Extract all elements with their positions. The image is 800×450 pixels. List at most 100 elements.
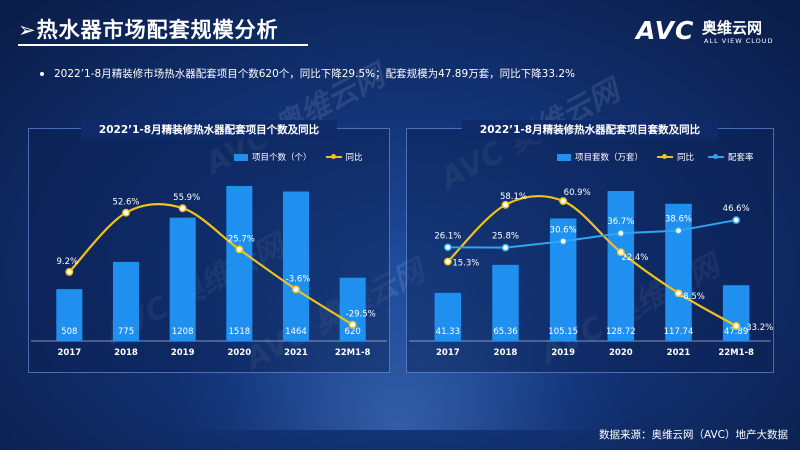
line-point (732, 322, 741, 330)
x-tick-label: 2018 (494, 348, 518, 358)
title-arrow-icon: ➢ (18, 18, 37, 42)
line-data-label: 36.7% (607, 217, 634, 227)
bar-value-label: 105.15 (548, 327, 578, 337)
bar-value-label: 508 (61, 327, 77, 337)
line-point (122, 208, 130, 217)
legend-bar-swatch (557, 153, 571, 161)
legend-line-swatch (708, 154, 725, 159)
bar-value-label: 1464 (285, 327, 307, 337)
bar-value-label: 117.74 (664, 327, 694, 337)
x-tick-label: 2020 (609, 348, 633, 358)
x-tick-label: 2017 (436, 348, 460, 358)
line-data-label: -33.2% (743, 323, 773, 333)
legend-item-rate: 配套率 (708, 151, 754, 163)
bar (722, 285, 750, 341)
legend-label: 同比 (677, 153, 695, 163)
series-line (68, 203, 354, 326)
x-tick-label: 2018 (114, 348, 138, 358)
line-data-label: 26.1% (434, 231, 461, 241)
line-data-label: 52.6% (112, 198, 139, 208)
legend-item-bar: 项目个数（个） (234, 151, 312, 163)
bar-value-label: 41.33 (436, 327, 460, 337)
bar (549, 218, 577, 341)
chart-panel-project-count: 2022’1-8月精装修热水器配套项目个数及同比 项目个数（个） 同比 508 2… (28, 120, 390, 373)
line-point (443, 257, 452, 266)
page-title-text: 热水器市场配套规模分析 (36, 18, 279, 42)
line-data-label: -3.6% (286, 274, 311, 284)
city-skyline-background (180, 230, 620, 430)
logo-english-name: ALL VIEW CLOUD (704, 37, 774, 45)
line-data-label: 25.7% (228, 234, 255, 244)
line-point (674, 226, 683, 235)
line-data-label: 46.6% (723, 204, 750, 214)
line-data-label: 58.1% (500, 192, 527, 202)
line-data-label: 25.8% (492, 232, 519, 242)
bar (665, 203, 692, 341)
line-point (732, 216, 741, 225)
line-point (443, 243, 452, 252)
line-data-label: 55.9% (173, 193, 200, 203)
series-line (447, 219, 737, 249)
legend-label: 配套率 (728, 153, 754, 163)
line-point (501, 243, 510, 252)
x-tick-label: 2020 (227, 348, 251, 358)
line-data-label: 30.6% (550, 225, 577, 235)
chart-title: 2022’1-8月精装修热水器配套项目套数及同比 (461, 120, 719, 139)
line-point (178, 204, 187, 213)
chart-legend: 项目套数（万套） 同比 配套率 (557, 151, 754, 163)
line-data-label: 15.3% (452, 259, 479, 269)
summary-text: 2022’1-8月精装修市场热水器配套项目个数620个，同比下降29.5%；配套… (40, 66, 575, 81)
line-point (559, 197, 568, 206)
bar (282, 191, 310, 341)
line-point (674, 289, 683, 298)
line-point (65, 267, 74, 276)
x-tick-label: 2017 (57, 348, 81, 358)
logo-chinese-name: 奥维云网 (702, 19, 763, 37)
line-point (235, 245, 244, 254)
series-line (447, 195, 737, 327)
bar-value-label: 1208 (172, 327, 194, 337)
line-data-label: 60.9% (564, 188, 591, 198)
x-tick-label: 2021 (284, 348, 308, 358)
line-point (616, 248, 625, 257)
page-title: ➢热水器市场配套规模分析 (18, 14, 279, 44)
x-tick-label: 2021 (667, 348, 691, 358)
x-tick-label: 2019 (171, 348, 195, 358)
bar-value-label: 775 (118, 327, 134, 337)
bar-value-label: 620 (345, 327, 361, 337)
x-tick-label: 22M1-8 (335, 348, 371, 358)
line-point (348, 320, 357, 329)
bar (169, 217, 196, 341)
line-data-label: -29.5% (346, 310, 376, 320)
bar-value-label: 65.36 (493, 327, 517, 337)
legend-label: 项目套数（万套） (575, 153, 644, 163)
line-data-label: 22.4% (621, 253, 648, 263)
legend-bar-swatch (234, 153, 248, 161)
chart-plot-project-units: 41.33 2017 65.36 2018 105.15 2019 128.72 2020 11… (409, 188, 773, 358)
bar (607, 191, 635, 341)
line-point (616, 229, 625, 238)
chart-title: 2022’1-8月精装修热水器配套项目个数及同比 (80, 120, 338, 139)
bar (434, 292, 462, 341)
legend-label: 同比 (345, 153, 363, 163)
legend-line-swatch (325, 154, 342, 159)
summary-sentence: 2022’1-8月精装修市场热水器配套项目个数620个，同比下降29.5%；配套… (54, 68, 576, 80)
bar-value-label: 128.72 (606, 327, 636, 337)
line-point (501, 200, 510, 209)
bar-value-label: 47.89 (724, 327, 748, 337)
x-tick-label: 22M1-8 (718, 348, 754, 358)
line-data-label: 9.2% (57, 257, 79, 267)
bar-value-label: 1518 (229, 327, 251, 337)
x-tick-label: 2019 (551, 348, 575, 358)
bar (56, 289, 83, 341)
line-point (292, 285, 300, 294)
chart-plot-project-count: 508 2017 775 2018 1208 2019 1518 2020 1464 2021 62… (31, 186, 387, 358)
legend-label: 项目个数（个） (252, 153, 312, 163)
bar (112, 261, 140, 341)
legend-item-bar: 项目套数（万套） (557, 151, 643, 163)
line-data-label: -8.5% (680, 292, 705, 302)
title-underline (18, 44, 308, 46)
bar (226, 186, 253, 341)
data-source-note: 数据来源：奥维云网（AVC）地产大数据 (598, 429, 788, 441)
